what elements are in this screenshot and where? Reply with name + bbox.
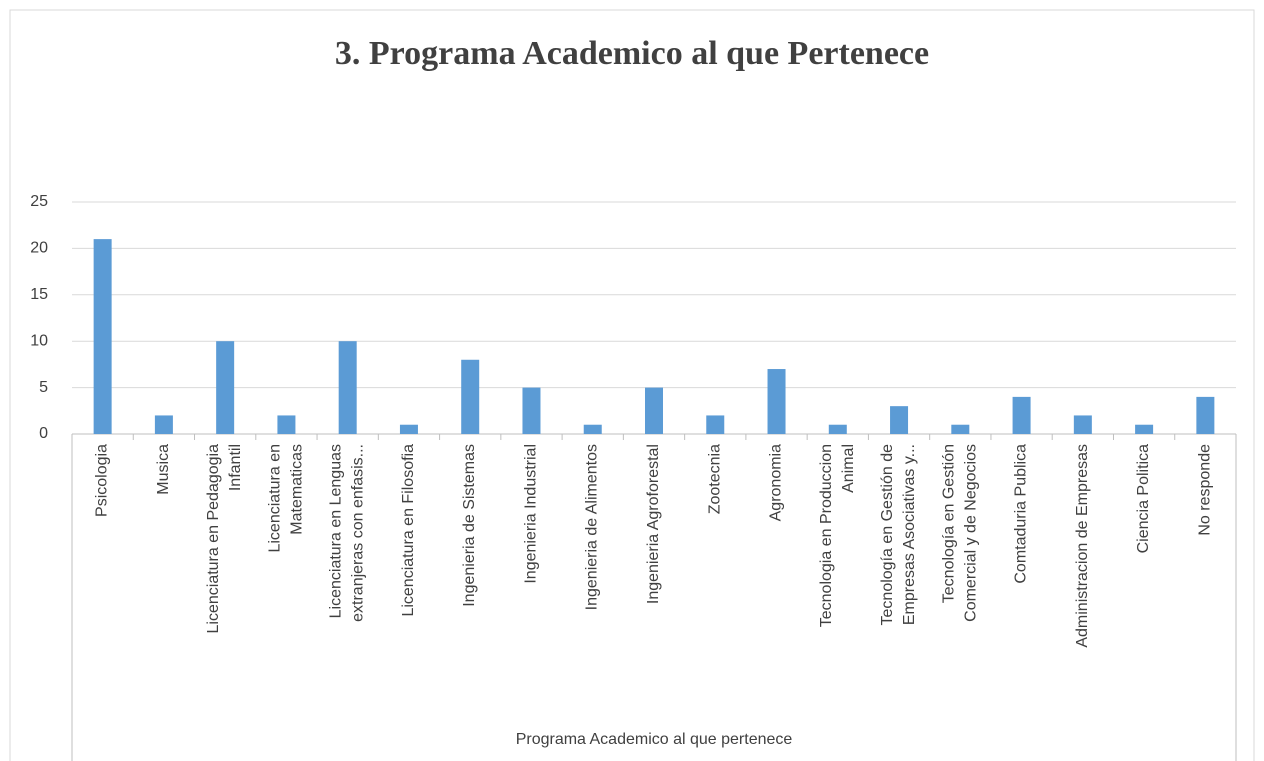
- x-tick-label: Musica: [155, 444, 172, 495]
- bar: [461, 359, 480, 434]
- x-tick-label: Tecnología en Gestión de Empresas Asociat…: [879, 444, 918, 626]
- x-tick-label: Ingenieria de Sistemas: [461, 444, 478, 607]
- x-tick-label: Ingenieria Industrial: [523, 444, 540, 584]
- x-tick-label: Licenciatura en Filosofia: [400, 444, 417, 617]
- bar: [706, 415, 725, 434]
- bar: [645, 387, 663, 434]
- bar: [277, 415, 296, 434]
- bar: [767, 369, 786, 434]
- y-tick-label: 5: [39, 379, 48, 396]
- y-tick-label: 20: [30, 240, 48, 257]
- bar: [1135, 424, 1154, 434]
- bar: [399, 424, 418, 434]
- y-tick-label: 0: [39, 425, 48, 442]
- bar: [1012, 396, 1031, 434]
- x-tick-label: No responde: [1197, 444, 1214, 536]
- x-tick-label: Ciencia Politica: [1135, 444, 1152, 553]
- x-axis-title: Programa Academico al que pertenece: [516, 731, 793, 748]
- bar: [93, 239, 112, 434]
- bar: [216, 341, 235, 434]
- x-tick-label: Licenciatura en Pedagogia Infantil: [205, 444, 244, 634]
- x-tick-label: Zootecnia: [706, 444, 723, 514]
- x-tick-label: Comtaduria Publica: [1013, 444, 1030, 584]
- x-tick-label: Ingenieria de Alimentos: [584, 444, 601, 610]
- bar: [154, 415, 173, 434]
- y-tick-label: 10: [30, 332, 48, 349]
- bar: [1073, 415, 1092, 434]
- x-tick-label: Ingenieria Agroforestal: [645, 444, 662, 604]
- x-tick-label: Tecnología en Gestión Comercial y de Nego…: [941, 444, 980, 622]
- x-tick-label: Agronomia: [768, 444, 785, 521]
- x-tick-label: Licenciatura en Lenguas extranjeras con e…: [328, 444, 367, 622]
- y-tick-label: 25: [30, 193, 48, 210]
- bar: [828, 424, 847, 434]
- y-tick-label: 15: [30, 286, 48, 303]
- bar: [583, 424, 602, 434]
- bar: [951, 424, 970, 434]
- x-tick-label: Administracion de Empresas: [1074, 444, 1091, 648]
- x-tick-label: Tecnologia en Produccion Animal: [818, 444, 857, 627]
- bar: [890, 406, 909, 434]
- bar: [338, 341, 357, 434]
- x-tick-label: Licenciatura en Matematicas: [267, 444, 306, 553]
- x-tick-label: Psicologia: [94, 444, 111, 517]
- bar: [522, 387, 541, 434]
- bar: [1196, 396, 1215, 434]
- chart-title: 3. Programa Academico al que Pertenece: [335, 35, 929, 72]
- chart-frame: [9, 9, 1255, 761]
